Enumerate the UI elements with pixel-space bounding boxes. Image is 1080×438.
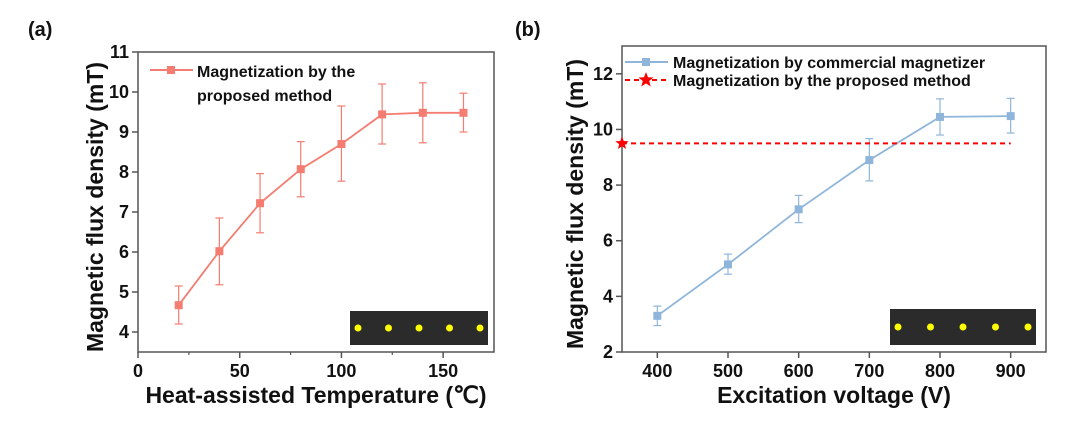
chart-a: (a) 0 50 100 150 4 5 6 7 8 9 10 11 Heat-assisted Temp…: [28, 19, 495, 408]
x-axis-title: Heat-assisted Temperature (℃): [145, 382, 486, 408]
data-point: [337, 140, 346, 148]
y-tick-label: 4: [119, 322, 129, 342]
y-axis-title: Magnetic flux density (mT): [562, 59, 588, 349]
inset-dot: [476, 324, 484, 332]
inset-dot: [894, 323, 902, 331]
x-tick-label: 100: [326, 361, 356, 381]
y-tick-label: 4: [603, 286, 613, 306]
data-point: [459, 108, 468, 117]
x-tick-label: 150: [428, 361, 458, 381]
x-tick-label: 900: [996, 361, 1026, 381]
panel-label: (a): [28, 19, 52, 41]
x-tick-label: 600: [784, 361, 814, 381]
inset-dot: [927, 323, 934, 331]
inset-dot: [385, 324, 392, 332]
data-point: [418, 108, 427, 117]
legend-marker: [642, 58, 650, 66]
legend-label: proposed method: [197, 88, 332, 105]
legend-label: Magnetization by the proposed method: [673, 73, 971, 90]
data-point: [653, 311, 662, 320]
inset-dot: [415, 324, 423, 332]
legend-marker-star: [638, 72, 654, 87]
series-line: [656, 115, 1011, 317]
x-tick-label: 50: [230, 361, 250, 381]
data-point: [378, 110, 387, 119]
data-point: [724, 260, 732, 269]
data-point: [794, 205, 803, 214]
data-point: [174, 301, 183, 310]
chart-b: (b) 400 500 600 700 800 900 2 4 6 8 10 12 Excitation …: [515, 19, 1047, 408]
inset-dot: [1024, 323, 1032, 331]
legend-label: Magnetization by the: [197, 64, 355, 81]
y-tick-label: 10: [593, 119, 613, 139]
legend-label: Magnetization by commercial magnetizer: [673, 55, 985, 72]
x-tick-label: 400: [642, 361, 672, 381]
data-point: [256, 199, 265, 208]
series-line: [177, 111, 464, 306]
panel-label: (b): [515, 19, 541, 41]
y-tick-label: 2: [603, 342, 613, 362]
y-axis-title: Magnetic flux density (mT): [82, 62, 108, 352]
inset-dot: [354, 324, 362, 332]
inset-dot: [992, 323, 999, 331]
data-point: [865, 156, 874, 165]
y-tick-label: 6: [603, 231, 613, 251]
inset-dot: [959, 323, 967, 331]
plot-frame: [621, 45, 1047, 353]
y-tick-label: 9: [119, 122, 129, 142]
y-tick-label: 7: [119, 202, 129, 222]
y-tick-label: 8: [119, 162, 129, 182]
x-tick-label: 500: [713, 361, 743, 381]
y-tick-label: 11: [110, 42, 129, 62]
data-point: [296, 165, 305, 174]
x-tick-label: 800: [925, 361, 955, 381]
inset-dot: [446, 324, 453, 332]
plot-frame: [137, 51, 495, 353]
data-point: [1006, 112, 1015, 121]
y-tick-label: 6: [119, 242, 129, 262]
y-tick-label: 5: [119, 282, 129, 302]
x-tick-label: 700: [854, 361, 884, 381]
y-tick-label: 12: [593, 64, 613, 84]
x-axis-title: Excitation voltage (V): [717, 382, 951, 408]
x-tick-label: 0: [133, 361, 143, 381]
data-point-star: [615, 136, 629, 149]
legend-marker: [167, 66, 175, 74]
data-point: [936, 112, 944, 121]
y-tick-label: 10: [109, 82, 129, 102]
data-point: [215, 247, 224, 256]
y-tick-label: 8: [603, 175, 613, 195]
